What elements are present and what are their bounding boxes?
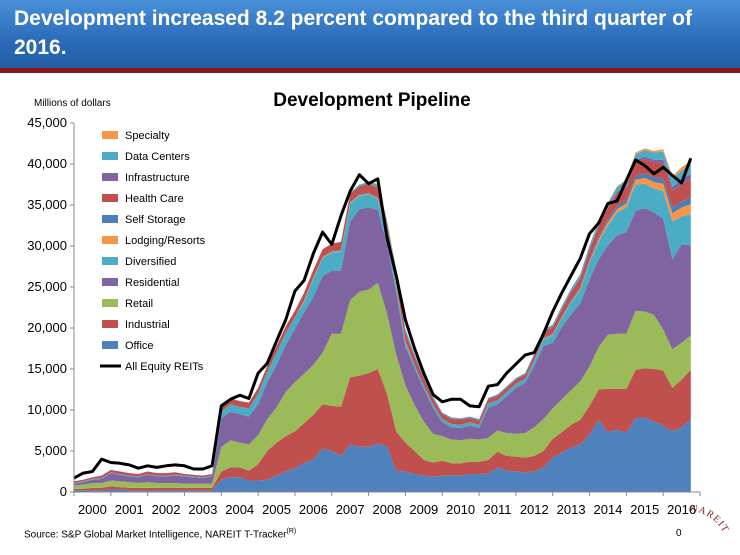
legend-label: Residential [125,277,179,289]
y-tick-label: 40,000 [27,156,67,171]
x-tick-label: 2002 [152,502,181,517]
x-tick-label: 2003 [188,502,217,517]
x-tick-label: 2014 [593,502,622,517]
title-banner: Development increased 8.2 percent compar… [0,0,740,72]
legend-label: All Equity REITs [125,361,204,373]
chart-title: Development Pipeline [273,90,470,111]
x-tick-label: 2008 [373,502,402,517]
source-mark: (R) [286,528,297,535]
y-tick-label: 5,000 [34,443,67,458]
legend-label: Data Centers [125,151,190,163]
y-tick-label: 30,000 [27,238,67,253]
x-tick-label: 2007 [336,502,365,517]
x-tick-label: 2016 [667,502,696,517]
x-tick-label: 2004 [225,502,254,517]
legend-label: Self Storage [125,214,186,226]
y-tick-label: 45,000 [27,115,67,130]
svg-text:NAREIT: NAREIT [690,505,731,535]
legend-label: Retail [125,298,153,310]
x-tick-label: 2005 [262,502,291,517]
x-tick-label: 2012 [520,502,549,517]
y-tick-label: 35,000 [27,197,67,212]
legend-label: Office [125,340,154,352]
divider-stripe [0,68,740,73]
legend-label: Lodging/Resorts [125,235,206,247]
x-tick-label: 2000 [78,502,107,517]
x-tick-label: 2011 [483,502,511,517]
area-diversified [74,183,691,484]
legend-swatch [102,173,118,181]
total-line [73,157,693,480]
legend-label: Industrial [125,319,170,331]
legend-swatch [102,341,118,349]
x-tick-label: 2001 [115,502,144,517]
x-tick-label: 2006 [299,502,328,517]
nareit-logo: NAREIT [690,505,731,535]
source-text: Source: S&P Global Market Intelligence, … [24,529,287,541]
legend-label: Specialty [125,130,170,142]
legend-swatch [102,194,118,202]
legend-swatch [102,215,118,223]
area-retail [74,282,691,489]
y-tick-label: 25,000 [27,279,67,294]
source-note: Source: S&P Global Market Intelligence, … [24,528,296,540]
legend-label: Diversified [125,256,176,268]
area-office [74,417,691,492]
y-tick-label: 15,000 [27,361,67,376]
y-tick-label: 0 [60,484,67,499]
slide-title: Development increased 8.2 percent compar… [14,7,692,59]
x-tick-label: 2010 [446,502,475,517]
legend-swatch [102,236,118,244]
development-pipeline-chart: Development Pipeline Millions of dollars 0… [27,90,701,517]
x-tick-label: 2015 [630,502,659,517]
legend-label: Health Care [125,193,184,205]
legend-label: Infrastructure [125,172,190,184]
y-axis-label: Millions of dollars [34,98,111,109]
y-tick-label: 20,000 [27,320,67,335]
x-tick-label: 2013 [557,502,586,517]
legend-swatch [102,152,118,160]
x-tick-label: 2009 [409,502,438,517]
legend-swatch [102,278,118,286]
page-number: 0 [676,528,682,539]
logo-text: NAREIT [690,505,730,535]
legend-swatch [102,299,118,307]
legend-swatch [102,320,118,328]
legend-swatch [102,131,118,139]
legend-swatch [102,257,118,265]
y-tick-label: 10,000 [27,402,67,417]
area-industrial [74,368,691,491]
area-residential [74,207,691,486]
